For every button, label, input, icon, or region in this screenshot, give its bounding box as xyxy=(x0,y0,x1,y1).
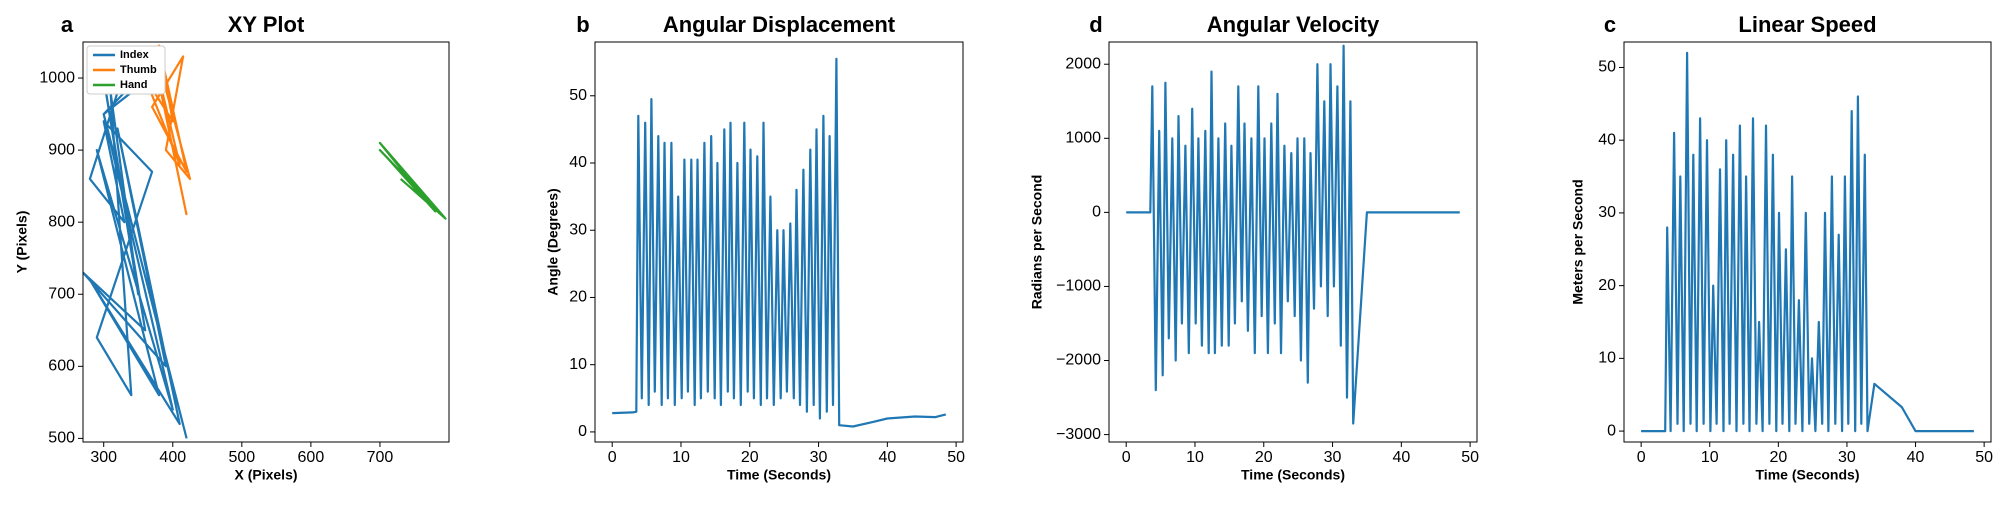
x-tick-label: 10 xyxy=(1701,449,1719,466)
axes-frame xyxy=(1623,41,1992,443)
x-tick-label: 50 xyxy=(1461,449,1479,466)
y-tick-label: −2000 xyxy=(1056,352,1101,369)
x-tick-label: 30 xyxy=(1838,449,1856,466)
legend-label: Thumb xyxy=(120,64,157,76)
y-tick-label: 600 xyxy=(48,358,75,375)
x-axis-label: Time (Seconds) xyxy=(1241,467,1345,483)
x-tick-label: 0 xyxy=(608,449,617,466)
x-axis-label: Time (Seconds) xyxy=(727,467,831,483)
panel-letter: c xyxy=(1604,12,1616,37)
legend: Index Thumb Hand xyxy=(86,45,166,95)
data-line xyxy=(378,141,447,220)
x-axis-label: Time (Seconds) xyxy=(1756,467,1860,483)
axes-frame xyxy=(1108,41,1478,443)
x-tick-label: 30 xyxy=(810,449,828,466)
y-tick-label: 900 xyxy=(48,141,75,158)
x-tick-label: 700 xyxy=(367,449,394,466)
y-tick-label: 2000 xyxy=(1065,55,1101,72)
x-tick-label: 600 xyxy=(298,449,325,466)
y-tick-label: 30 xyxy=(1598,204,1616,221)
y-tick-label: −1000 xyxy=(1056,278,1101,295)
x-tick-label: 50 xyxy=(947,449,965,466)
y-tick-label: 50 xyxy=(1598,59,1616,76)
y-tick-label: 40 xyxy=(1598,131,1616,148)
legend-label: Hand xyxy=(120,79,148,91)
panel-letter: d xyxy=(1089,12,1102,37)
y-tick-label: 0 xyxy=(578,423,587,440)
x-tick-label: 400 xyxy=(159,449,186,466)
x-tick-label: 40 xyxy=(878,449,896,466)
y-axis-label: Y (Pixels) xyxy=(14,211,30,274)
y-tick-label: 0 xyxy=(1092,204,1101,221)
x-tick-label: 0 xyxy=(1637,449,1646,466)
x-tick-label: 10 xyxy=(1186,449,1204,466)
x-tick-label: 20 xyxy=(1255,449,1273,466)
y-tick-label: 50 xyxy=(569,87,587,104)
plot-area xyxy=(1641,51,1974,433)
x-axis-label: X (Pixels) xyxy=(234,467,297,483)
legend-box xyxy=(86,45,166,95)
y-tick-label: 700 xyxy=(48,285,75,302)
axes-frame xyxy=(82,41,450,443)
x-tick-label: 20 xyxy=(741,449,759,466)
panel-letter: b xyxy=(576,12,589,37)
y-axis-label: Angle (Degrees) xyxy=(545,188,561,295)
panel-title: XY Plot xyxy=(228,12,305,37)
x-tick-label: 0 xyxy=(1122,449,1131,466)
y-tick-label: 0 xyxy=(1607,422,1616,439)
x-tick-label: 40 xyxy=(1907,449,1925,466)
panel-letter: a xyxy=(61,12,74,37)
y-axis-label: Meters per Second xyxy=(1570,179,1586,304)
y-axis-label: Radians per Second xyxy=(1029,175,1045,310)
data-line xyxy=(1641,51,1974,433)
y-tick-label: 20 xyxy=(1598,277,1616,294)
axes-frame xyxy=(594,41,964,443)
y-tick-label: 10 xyxy=(1598,350,1616,367)
plot-area xyxy=(1126,44,1460,425)
x-tick-label: 30 xyxy=(1324,449,1342,466)
data-line xyxy=(144,44,192,216)
y-tick-label: 1000 xyxy=(39,69,75,86)
plot-area xyxy=(83,44,447,439)
plot-area xyxy=(612,57,947,428)
x-tick-label: 50 xyxy=(1975,449,1993,466)
y-tick-label: 40 xyxy=(569,154,587,171)
panel-title: Angular Displacement xyxy=(663,12,896,37)
panel-title: Angular Velocity xyxy=(1207,12,1380,37)
data-line xyxy=(612,57,947,428)
y-tick-label: 10 xyxy=(569,356,587,373)
y-tick-label: 1000 xyxy=(1065,130,1101,147)
legend-label: Index xyxy=(120,49,150,61)
y-tick-label: 30 xyxy=(569,221,587,238)
data-line xyxy=(1126,44,1460,425)
x-tick-label: 300 xyxy=(90,449,117,466)
data-line xyxy=(83,69,188,439)
x-tick-label: 20 xyxy=(1769,449,1787,466)
x-tick-label: 10 xyxy=(672,449,690,466)
x-tick-label: 500 xyxy=(228,449,255,466)
x-tick-label: 40 xyxy=(1392,449,1410,466)
y-tick-label: 500 xyxy=(48,430,75,447)
y-tick-label: 20 xyxy=(569,289,587,306)
y-tick-label: 800 xyxy=(48,213,75,230)
y-tick-label: −3000 xyxy=(1056,426,1101,443)
panel-title: Linear Speed xyxy=(1738,12,1876,37)
